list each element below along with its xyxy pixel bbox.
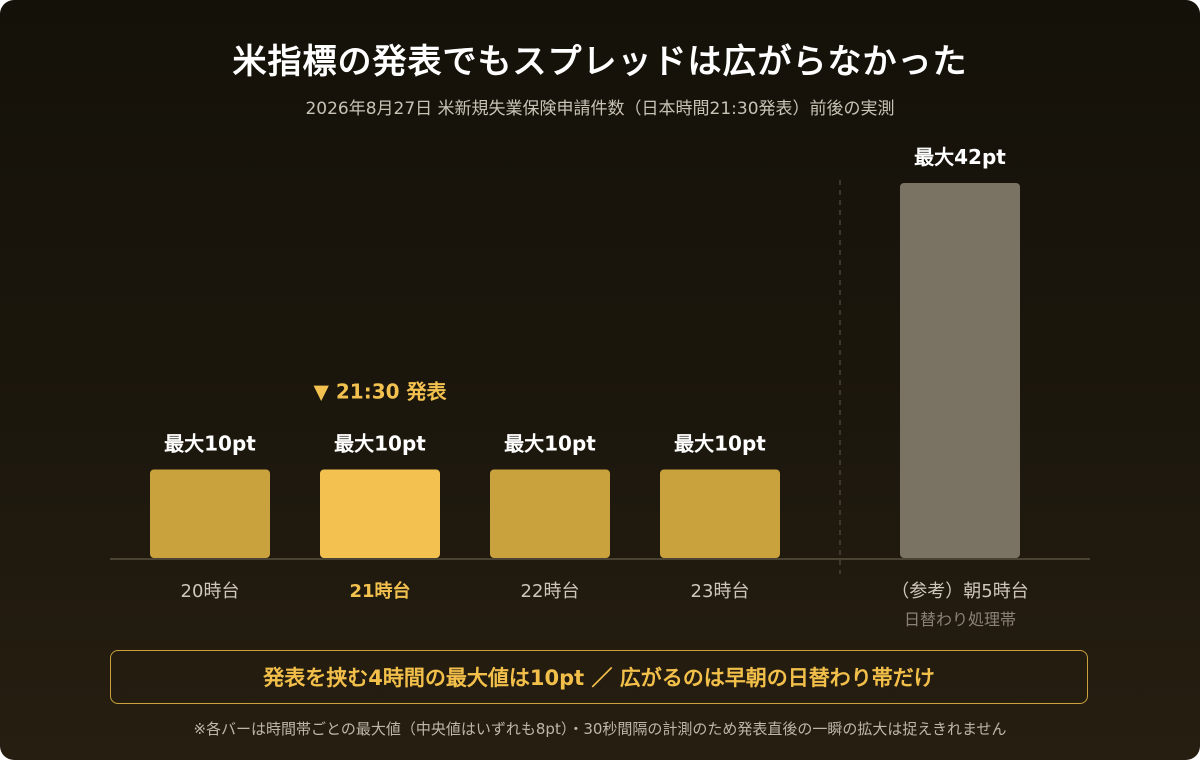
x-tick-label: （参考）朝5時台 <box>891 581 1028 602</box>
x-tick-label: 23時台 <box>691 581 750 602</box>
release-annotation: ▼ 21:30 発表 <box>314 379 448 403</box>
footnote: ※各バーは時間帯ごとの最大値（中央値はいずれも8pt）・30秒間隔の計測のため発… <box>193 720 1007 738</box>
chart-title: 米指標の発表でもスプレッドは広がらなかった <box>232 42 968 82</box>
bar-value-label: 最大10pt <box>504 431 596 455</box>
bar-value-label: 最大10pt <box>674 431 766 455</box>
x-tick-label: 22時台 <box>521 581 580 602</box>
x-tick-label: 20時台 <box>181 581 240 602</box>
summary-box: 発表を挟む4時間の最大値は10pt ／ 広がるのは早朝の日替わり帯だけ <box>110 650 1088 704</box>
bar <box>900 183 1020 558</box>
bar-chart: 最大10pt 20時台 最大10pt ▼ 21:30 発表 21時台 最大10pt 22時台… <box>110 145 1090 629</box>
bar-value-label: 最大42pt <box>914 145 1006 169</box>
summary-text: 発表を挟む4時間の最大値は10pt ／ 広がるのは早朝の日替わり帯だけ <box>263 666 935 690</box>
x-tick-sublabel: 日替わり処理帯 <box>904 610 1016 629</box>
bar-value-label: 最大10pt <box>334 431 426 455</box>
bar <box>320 469 440 558</box>
bar-value-label: 最大10pt <box>164 431 256 455</box>
bar <box>150 469 270 558</box>
x-tick-label: 21時台 <box>349 580 410 602</box>
bar <box>490 469 610 558</box>
chart-subtitle: 2026年8月27日 米新規失業保険申請件数（日本時間21:30発表）前後の実測 <box>305 99 895 119</box>
bar <box>660 469 780 558</box>
